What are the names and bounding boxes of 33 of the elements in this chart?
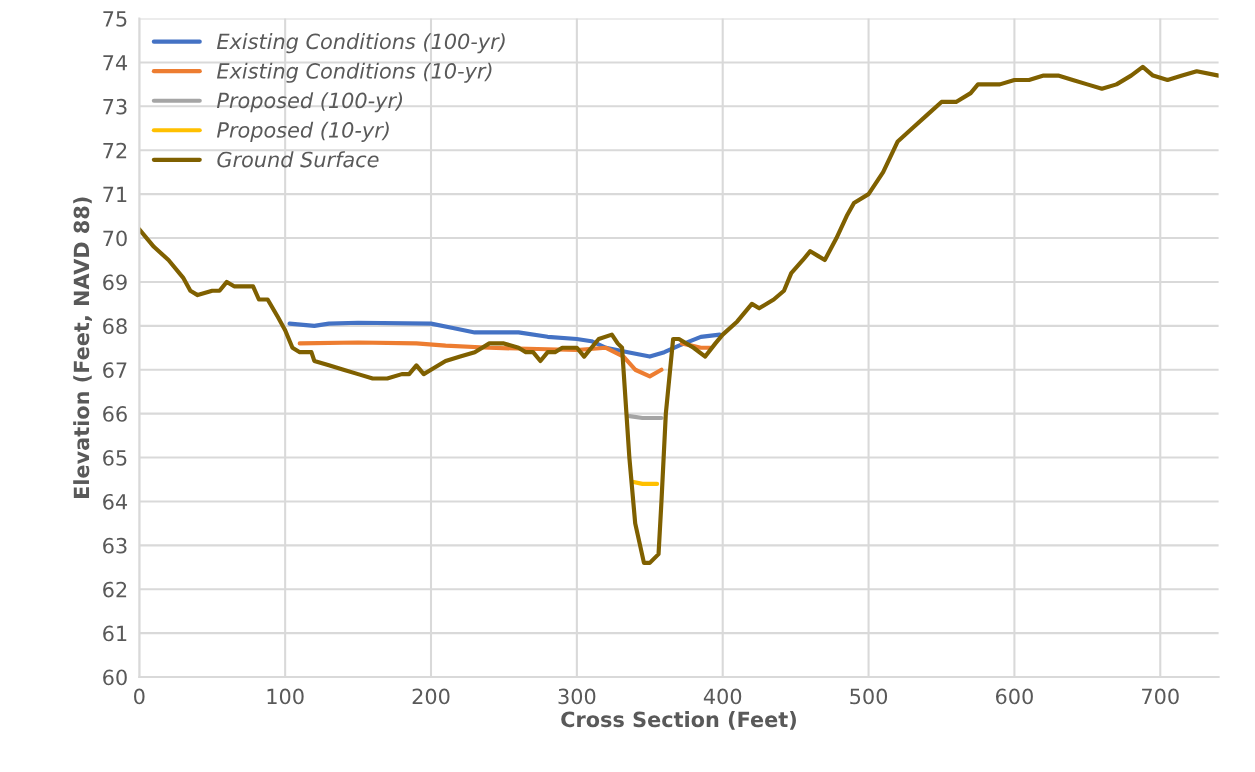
y-tick-label: 73 <box>103 98 127 115</box>
x-tick-label: 300 <box>558 688 596 705</box>
y-tick-label: 60 <box>103 669 127 686</box>
x-tick-label: 100 <box>267 688 304 705</box>
line-series <box>287 320 722 359</box>
y-tick-label: 74 <box>103 55 128 71</box>
legend-label: Existing Conditions (10-yr) <box>216 62 492 83</box>
y-tick-label: 72 <box>103 142 127 159</box>
y-tick-label: 75 <box>103 11 127 27</box>
y-tick-label: 71 <box>103 186 127 203</box>
y-tick-label: 70 <box>103 230 127 247</box>
y-tick-label: 66 <box>103 406 127 422</box>
x-axis-title: Cross Section (Feet) <box>561 711 796 730</box>
y-tick-label: 64 <box>103 493 128 510</box>
legend-label: Ground Surface <box>217 151 379 168</box>
line-series <box>139 64 1219 565</box>
y-tick-label: 61 <box>103 625 127 642</box>
x-tick-label: 0 <box>134 688 145 705</box>
legend-label: Proposed (10-yr) <box>216 121 389 142</box>
y-tick-label: 65 <box>103 449 127 466</box>
y-tick-label: 68 <box>103 318 127 335</box>
x-tick-label: 200 <box>412 688 450 705</box>
y-tick-label: 62 <box>103 581 127 598</box>
legend-label: Existing Conditions (100-yr) <box>216 33 505 54</box>
y-tick-label: 63 <box>103 537 127 554</box>
y-tick-label: 67 <box>103 362 127 378</box>
y-tick-label: 69 <box>103 274 127 291</box>
legend-label: Proposed (100-yr) <box>216 92 403 113</box>
y-axis-title: Elevation (Feet, NAVD 88) <box>73 197 92 499</box>
x-tick-label: 500 <box>850 688 888 705</box>
x-tick-label: 600 <box>995 688 1033 705</box>
x-tick-label: 400 <box>703 688 742 705</box>
x-tick-label: 700 <box>1142 688 1179 705</box>
